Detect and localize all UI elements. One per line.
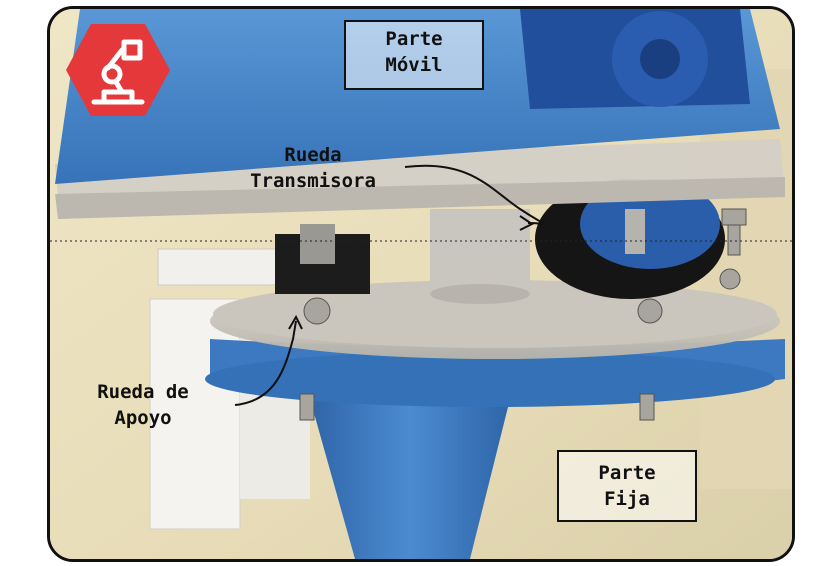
- label-rueda-apoyo-line2: Apoyo: [114, 407, 172, 429]
- label-parte-movil-line2: Móvil: [385, 54, 443, 76]
- label-parte-movil-line1: Parte: [385, 28, 443, 50]
- label-rueda-transmisora: Rueda Transmisora: [235, 142, 391, 194]
- label-rueda-transmisora-line1: Rueda: [284, 144, 342, 166]
- label-rueda-apoyo: Rueda de Apoyo: [83, 379, 203, 431]
- photo-frame: [47, 6, 795, 562]
- label-rueda-apoyo-line1: Rueda de: [97, 381, 189, 403]
- label-parte-movil: Parte Móvil: [344, 20, 484, 90]
- label-parte-fija-line1: Parte: [598, 462, 656, 484]
- label-rueda-transmisora-line2: Transmisora: [250, 170, 376, 192]
- robot-arm-icon: [66, 24, 170, 116]
- label-parte-fija: Parte Fija: [557, 450, 697, 522]
- label-parte-fija-line2: Fija: [604, 488, 650, 510]
- mechanism-photo: [50, 9, 792, 559]
